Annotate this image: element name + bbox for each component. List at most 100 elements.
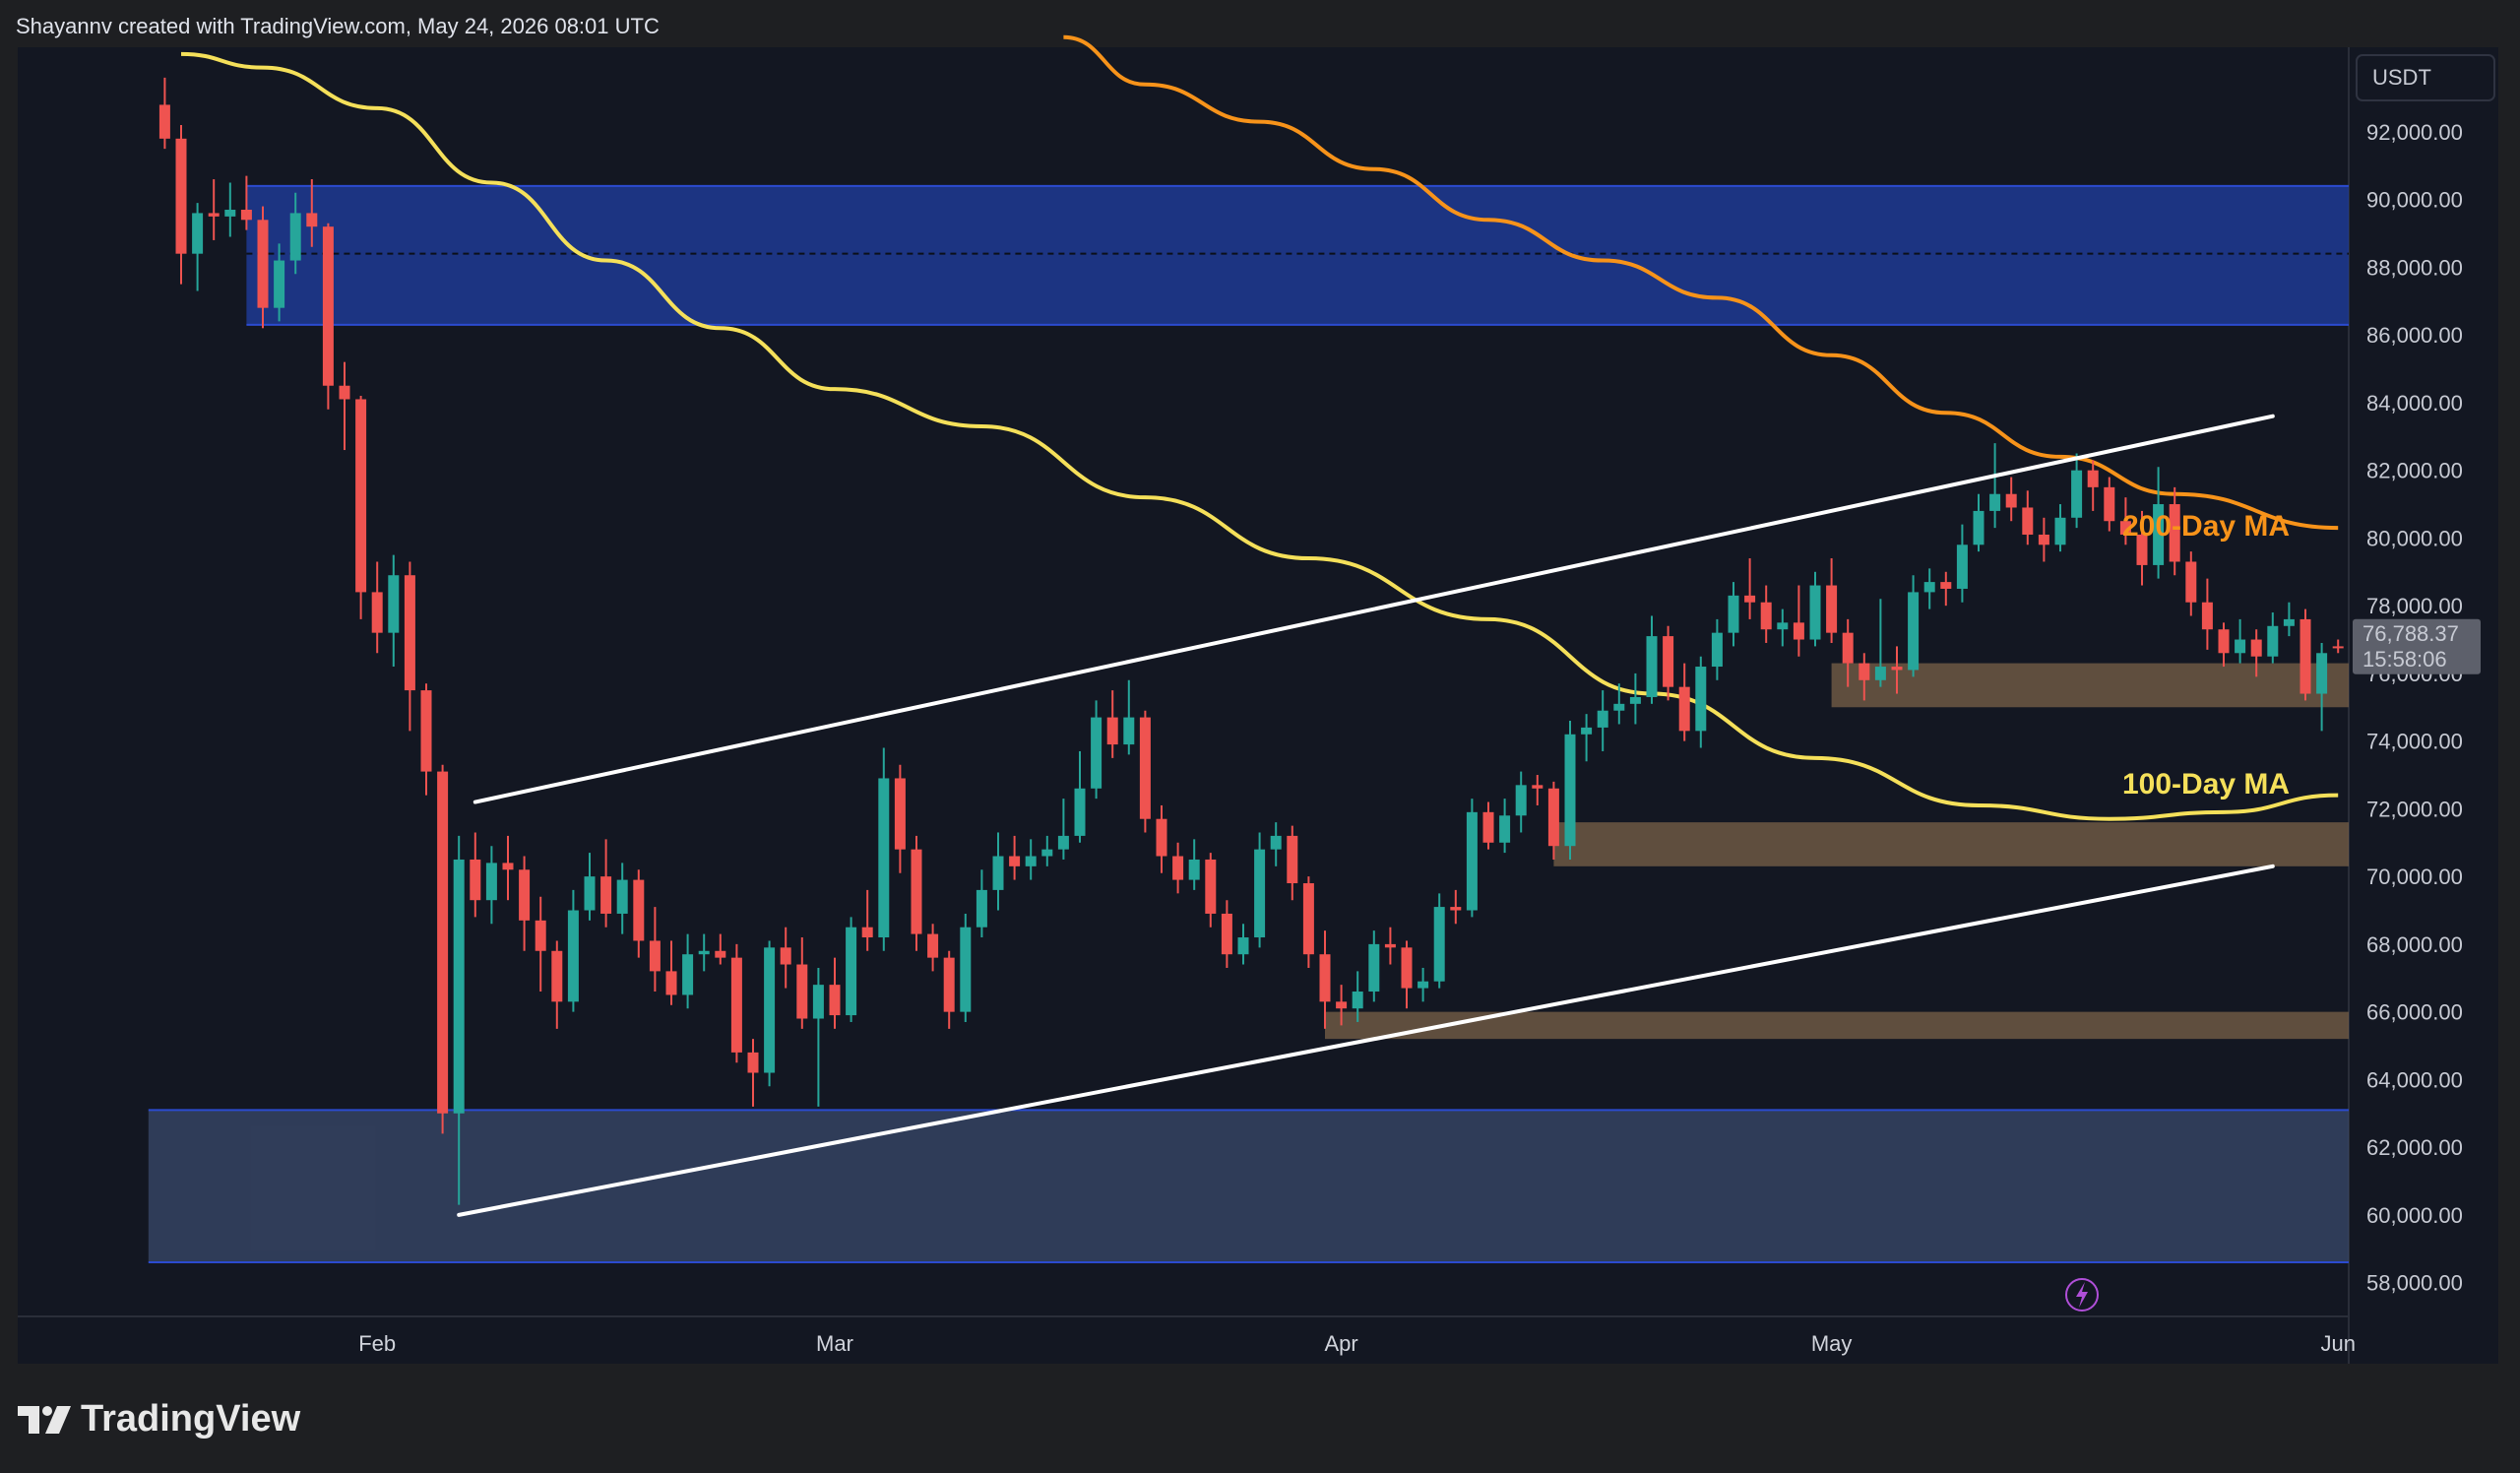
candle-body (649, 940, 661, 972)
candle (1401, 940, 1413, 1009)
candle (796, 937, 808, 1029)
candle (1532, 775, 1544, 805)
candle-body (2054, 517, 2066, 545)
candle (1858, 653, 1870, 701)
currency-selector[interactable]: USDT (2356, 54, 2495, 101)
lightning-icon[interactable] (2065, 1278, 2099, 1312)
candle (1106, 690, 1118, 758)
candle (1695, 656, 1707, 748)
currency-selector-box[interactable] (2356, 54, 2495, 101)
candle (1908, 575, 1920, 677)
candle-body (2087, 470, 2099, 487)
candle (519, 856, 531, 951)
candle-body (1384, 943, 1396, 948)
candle-body (1172, 856, 1184, 880)
price-tick-label: 90,000.00 (2366, 188, 2463, 213)
candle-body (192, 213, 204, 254)
candle (780, 927, 791, 989)
candle-body (861, 927, 873, 938)
candle (437, 764, 449, 1134)
candle (1629, 672, 1641, 725)
candle (1156, 804, 1167, 873)
candle-body (404, 575, 415, 691)
candle (1842, 618, 1854, 687)
candle-body (992, 856, 1004, 890)
demand-zone-mid (1553, 822, 2349, 866)
candle-body (665, 971, 677, 995)
candle-body (2153, 504, 2165, 565)
candle-body (2005, 493, 2017, 508)
time-tick-label: Apr (1324, 1331, 1357, 1356)
candle (2119, 497, 2131, 545)
candle (1466, 799, 1478, 918)
current-price-countdown: 15:58:06 (2362, 647, 2447, 672)
candle (158, 77, 170, 150)
candle (747, 1039, 759, 1107)
candle (274, 243, 285, 322)
candle (453, 835, 465, 1205)
candle-body (1025, 856, 1037, 866)
ma100-label: 100-Day MA (2122, 768, 2290, 801)
candle-body (1744, 595, 1756, 603)
tradingview-logo[interactable]: TradingView (18, 1398, 300, 1441)
price-tick-label: 68,000.00 (2366, 932, 2463, 957)
candle-body (485, 863, 497, 901)
candle-body (339, 385, 350, 400)
ma-labels: 200-Day MA 100-Day MA (2122, 510, 2290, 801)
supply-zone (246, 185, 2350, 325)
candle (2316, 642, 2328, 732)
candle (1793, 585, 1804, 657)
candle (927, 924, 939, 972)
candle (1678, 663, 1690, 741)
candle (730, 943, 742, 1063)
candle-body (584, 876, 596, 911)
candle-body (2267, 625, 2279, 657)
price-tick-label: 88,000.00 (2366, 255, 2463, 280)
candle-body (1319, 954, 1331, 1002)
candle (1025, 839, 1037, 880)
price-tick-label: 74,000.00 (2366, 730, 2463, 754)
candle (633, 869, 645, 958)
candle-body (2022, 507, 2034, 535)
ma200-label: 200-Day MA (2122, 510, 2290, 543)
price-tick-label: 92,000.00 (2366, 120, 2463, 145)
tradingview-brand-text: TradingView (81, 1398, 301, 1440)
candle-body (1482, 811, 1494, 843)
time-axis-background[interactable] (18, 1316, 2349, 1364)
candle-body (2283, 618, 2295, 626)
candle-body (1270, 835, 1282, 850)
candle-body (2136, 534, 2148, 565)
channel-upper-line (472, 414, 2275, 804)
candle-body (158, 104, 170, 139)
candle-body (846, 927, 857, 1016)
candle (600, 839, 612, 928)
candle-body (2185, 561, 2197, 603)
candle (682, 933, 694, 1009)
candle-body (1221, 913, 1232, 955)
candle-body (1499, 815, 1511, 843)
candle-body (1287, 835, 1298, 884)
candle-body (453, 859, 465, 1114)
candle (2005, 477, 2017, 522)
candle (1041, 835, 1053, 866)
candle (1499, 799, 1511, 854)
candle-body (2201, 602, 2213, 630)
demand-zone-lower (1325, 1011, 2349, 1040)
candle-body (1466, 811, 1478, 911)
time-tick-label: May (1811, 1331, 1853, 1356)
candle (584, 853, 596, 921)
candle (192, 203, 204, 291)
candle-body (1123, 717, 1135, 745)
candle-body (1433, 907, 1445, 982)
candle (2104, 477, 2115, 532)
candle (485, 846, 497, 925)
candle (306, 179, 318, 247)
candle-body (257, 220, 269, 308)
candle-body (1418, 981, 1429, 989)
candle (1205, 853, 1217, 928)
demand-zone-upper (1831, 663, 2349, 708)
price-axis-background[interactable] (2349, 47, 2498, 1316)
candle-body (2104, 486, 2115, 522)
